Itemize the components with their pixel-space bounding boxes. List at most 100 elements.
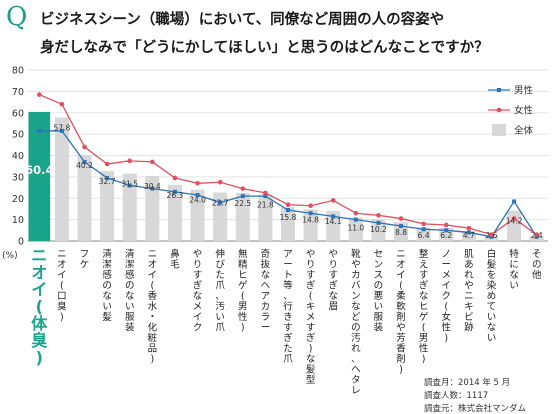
data-point (376, 220, 381, 225)
x-tick-label: ニオイ(香水・化粧品) (148, 249, 158, 365)
data-point (421, 221, 426, 227)
y-tick-label: 10 (12, 215, 24, 226)
x-tick-label: センスの悪い服装 (374, 249, 384, 334)
x-tick-label: 無精ヒゲ(男性) (238, 248, 248, 334)
y-tick-label: 30 (12, 172, 24, 183)
data-label: 22.5 (234, 199, 251, 208)
y-axis-unit-label: (%) (2, 251, 18, 261)
data-point (240, 186, 246, 191)
data-label: 15.8 (280, 213, 297, 222)
bar (507, 210, 522, 241)
y-tick-label: 70 (12, 87, 24, 98)
data-point (308, 211, 313, 216)
data-label: 57.8 (54, 123, 71, 132)
data-label: 14.8 (302, 215, 319, 224)
y-tick-label: 20 (12, 194, 24, 205)
y-tick-label: 50 (12, 130, 24, 141)
data-point (37, 92, 42, 97)
data-point (195, 180, 200, 186)
data-label: 30.4 (144, 182, 161, 191)
data-label: 2.4 (531, 231, 543, 240)
x-tick-label: 特にない (509, 248, 519, 292)
bar (348, 217, 363, 241)
x-tick-label: ノーメイク(女性) (442, 249, 452, 344)
data-point (127, 158, 133, 164)
bar (213, 192, 228, 241)
data-point (512, 199, 517, 204)
data-point (398, 216, 404, 221)
data-point (421, 227, 426, 232)
x-tick-label: ニオイ(体臭) (31, 246, 48, 367)
data-point (444, 228, 449, 233)
x-tick-label: 鼻毛 (170, 248, 180, 271)
bar (167, 184, 182, 241)
x-tick-label: やりすぎ(キメすぎ)な髪型 (306, 249, 316, 386)
x-tick-label: フケ (80, 249, 90, 271)
data-point (376, 213, 381, 218)
bar (280, 207, 296, 241)
bar (303, 209, 318, 241)
data-label: 4.7 (463, 231, 475, 240)
bar (54, 117, 69, 241)
x-tick-label: やりすぎな眉 (328, 249, 338, 313)
data-point (172, 189, 177, 194)
bar (235, 192, 250, 241)
survey-sample-size: 調査人数：1117 (424, 391, 489, 401)
data-point (399, 224, 404, 229)
data-point (127, 183, 132, 188)
data-point (150, 186, 155, 191)
x-tick-label: 伸びた爪、汚い爪 (215, 248, 225, 334)
x-tick-label: その他 (532, 249, 542, 281)
data-label: 40.2 (76, 161, 93, 170)
data-point (511, 216, 517, 221)
bar (122, 173, 137, 241)
data-point (104, 161, 110, 167)
bar (326, 210, 341, 241)
data-label: 24.0 (189, 196, 206, 205)
bar (461, 230, 476, 241)
data-label: 31.5 (121, 180, 138, 189)
data-point (286, 208, 290, 213)
x-tick-label: 白髪を染めていない (487, 248, 497, 344)
data-point (353, 210, 359, 216)
survey-source: 調査元：株式会社マンダム (424, 404, 527, 414)
legend-swatch (492, 124, 506, 136)
data-point (59, 101, 65, 107)
data-point (240, 194, 245, 199)
data-point (308, 203, 313, 209)
data-label: 10.2 (370, 225, 387, 234)
bar (371, 219, 386, 241)
bar (28, 111, 51, 242)
x-tick-label: 靴やカバンなどの汚れ、ヘタレ (351, 248, 361, 397)
data-label: 60.4 (25, 163, 53, 177)
data-label: 14.2 (506, 217, 523, 226)
x-tick-label: 清潔感のない髪 (102, 248, 112, 323)
x-tick-label: 奇抜なヘアカラー (261, 248, 271, 334)
data-point (263, 190, 268, 196)
data-point (331, 214, 336, 219)
bar (77, 155, 92, 241)
bar (258, 194, 273, 241)
legend-marker (497, 88, 501, 92)
data-label: 22.7 (212, 198, 229, 207)
legend-label: 男性 (514, 85, 534, 97)
data-label: 11.0 (347, 223, 364, 232)
bar (145, 176, 160, 241)
y-tick-label: 60 (12, 108, 24, 119)
data-point (195, 193, 200, 198)
data-label: 14.1 (325, 217, 342, 226)
legend-label: 全体 (514, 125, 534, 137)
y-tick-label: 80 (12, 66, 24, 77)
bar (190, 189, 205, 241)
data-point (218, 200, 223, 205)
data-point (217, 179, 223, 185)
data-point (172, 175, 178, 181)
legend-label: 女性 (514, 105, 534, 117)
page-title-line-2: 身だしなみで「どうにかしてほしい」と思うのはどんなことですか？ (40, 40, 489, 56)
data-point (466, 225, 472, 231)
survey-month: 調査月：2014 年 5 月 (424, 378, 511, 388)
page-title-line-1: ビジネスシーン（職場）において、同僚など周囲の人の容姿や (40, 12, 445, 28)
data-point (466, 230, 471, 235)
bar (100, 171, 115, 241)
question-mark-logo: Q (6, 2, 28, 32)
